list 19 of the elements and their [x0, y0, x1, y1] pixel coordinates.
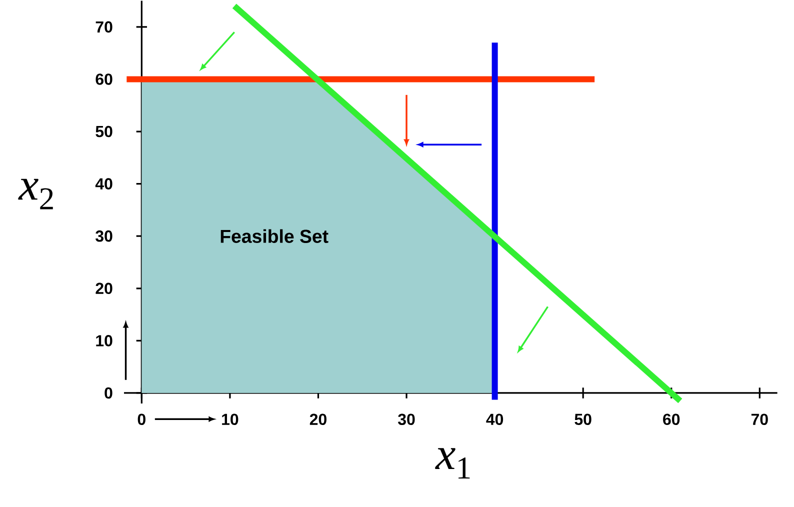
- y-tick-label: 10: [96, 334, 112, 346]
- y-tick-label: 60: [96, 73, 112, 85]
- y-tick-label: 20: [96, 282, 112, 294]
- x-tick-label: 30: [398, 413, 415, 425]
- y-axis-title: x$_{2}$: [18, 178, 53, 210]
- y-tick-label: 40: [95, 178, 112, 190]
- y-tick-label: 70: [96, 21, 112, 32]
- y-tick-label: 50: [96, 126, 112, 137]
- x-tick-label: 0: [138, 413, 146, 425]
- annotation: Feasible Set: [220, 229, 328, 243]
- x-tick-label: 10: [222, 413, 238, 425]
- x-tick-label: 20: [310, 413, 326, 425]
- x-tick-label: 70: [751, 413, 768, 425]
- y-tick-label: 0: [104, 387, 112, 398]
- x-tick-label: 50: [574, 413, 592, 425]
- x-tick-label: 60: [663, 413, 680, 425]
- y-tick-label: 30: [96, 230, 112, 242]
- x-tick-label: 40: [486, 413, 504, 425]
- x-axis-title: x$_{1}$: [435, 448, 470, 478]
